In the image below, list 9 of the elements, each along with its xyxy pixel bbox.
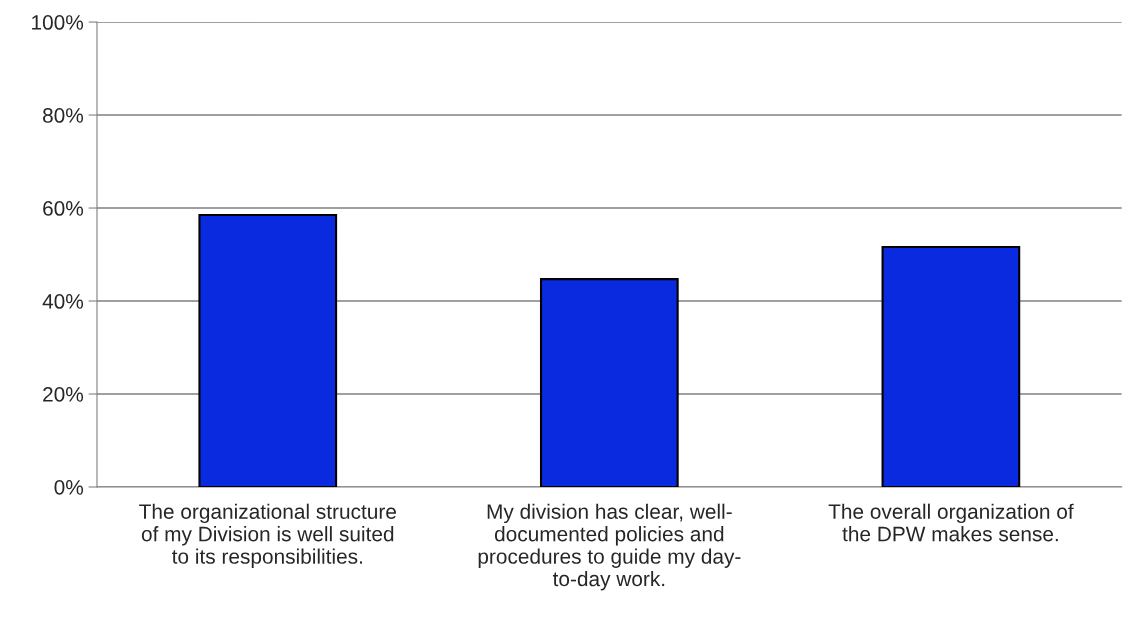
x-tick-label: My division has clear, well- documented policies and procedures to guide my day- to-day work. [478, 503, 741, 591]
y-tick-label: 80% [43, 108, 84, 123]
x-tick-label: The overall organization of the DPW makes sense. [828, 503, 1074, 542]
y-tick-label: 40% [42, 294, 84, 309]
x-tick-label: The organizational structure of my Division is well suited to its responsibilities. [139, 503, 396, 568]
y-tick-label: 60% [43, 201, 84, 216]
y-tick-label: 100% [32, 15, 84, 30]
y-tick-label: 0% [54, 479, 84, 495]
y-tick-label: 20% [43, 387, 84, 402]
